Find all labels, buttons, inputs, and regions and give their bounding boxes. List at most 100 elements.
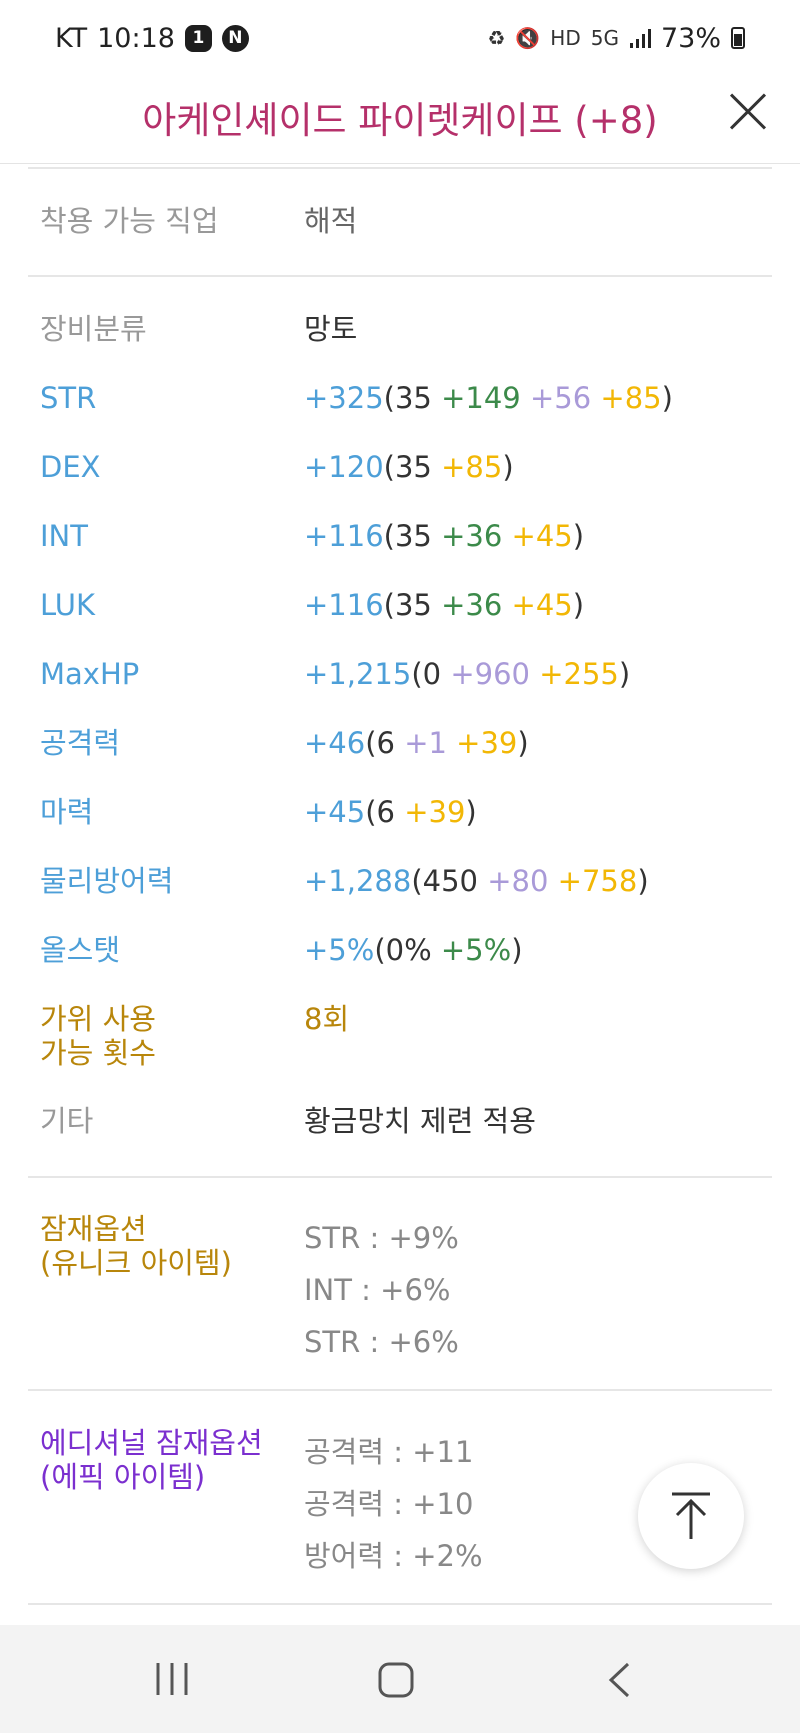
stat-label: 공격력: [40, 726, 121, 760]
potential-lines: STR : +9% INT : +6% STR : +6%: [304, 1212, 459, 1368]
stat-bonus-yellow: +39: [404, 795, 466, 829]
potential-line: INT : +6%: [304, 1273, 451, 1307]
stat-label: INT: [40, 519, 88, 553]
stat-base: 35: [394, 450, 432, 484]
additional-lines: 공격력 : +11 공격력 : +10 방어력 : +2%: [304, 1426, 483, 1582]
potential-label: 잠재옵션 (유니크 아이템): [40, 1212, 290, 1280]
stat-base: 35: [394, 381, 432, 415]
stat-base: 6: [376, 726, 395, 760]
carrier-label: KT: [55, 22, 88, 54]
stat-base: 6: [376, 795, 395, 829]
potential-line: STR : +9%: [304, 1221, 459, 1255]
navigation-bar: [0, 1625, 800, 1733]
potential-label-line2: (유니크 아이템): [40, 1246, 232, 1280]
stat-label: DEX: [40, 450, 101, 484]
signal-icon: [629, 29, 651, 48]
stat-value: +116(35 +36 +45): [304, 588, 585, 622]
stat-label: MaxHP: [40, 657, 140, 691]
clock: 10:18: [97, 22, 175, 54]
additional-label-line2: (에픽 아이템): [40, 1460, 206, 1494]
stat-bonus-lavender: +960: [450, 657, 530, 691]
stat-label: 마력: [40, 795, 94, 829]
item-header: 아케인셰이드 파이렛케이프 (+8): [0, 76, 800, 164]
stat-base: 35: [394, 519, 432, 553]
stat-base: 0%: [385, 933, 432, 967]
stat-total: +1,288: [304, 864, 412, 898]
stat-total: +46: [304, 726, 366, 760]
etc-value: 황금망치 제련 적용: [304, 1104, 536, 1138]
stat-value: +325(35 +149 +56 +85): [304, 381, 673, 415]
stat-bonus-lavender: +80: [487, 864, 549, 898]
stat-bonus-green: +36: [441, 519, 503, 553]
stat-total: +116: [304, 519, 384, 553]
stat-value: +45(6 +39): [304, 795, 477, 829]
recycle-icon: ♻: [487, 26, 506, 50]
back-icon[interactable]: [606, 1661, 632, 1699]
stat-value: +120(35 +85): [304, 450, 514, 484]
scissors-label-line1: 가위 사용: [40, 1002, 156, 1036]
stat-bonus-green: +5%: [440, 933, 512, 967]
network-5g-icon: 5G: [590, 26, 619, 50]
stat-total: +325: [304, 381, 384, 415]
stat-bonus-yellow: +758: [557, 864, 638, 898]
naver-badge-icon: N: [221, 24, 249, 52]
potential-line: STR : +6%: [304, 1325, 459, 1359]
potential-label-line1: 잠재옵션: [40, 1212, 147, 1246]
etc-label: 기타: [40, 1104, 94, 1138]
additional-line: 방어력 : +2%: [304, 1539, 483, 1573]
status-right: ♻ 🔇 HD 5G 73%: [487, 23, 745, 54]
stat-total: +116: [304, 588, 384, 622]
stat-bonus-yellow: +85: [441, 450, 503, 484]
job-label: 착용 가능 직업: [40, 204, 219, 238]
stat-bonus-green: +36: [441, 588, 503, 622]
divider: [28, 1176, 772, 1178]
stat-base: 0: [422, 657, 442, 691]
scissors-label-line2: 가능 횟수: [40, 1036, 156, 1070]
home-icon[interactable]: [377, 1661, 415, 1699]
stat-base: 450: [422, 864, 479, 898]
stat-bonus-yellow: +39: [456, 726, 518, 760]
scissors-label: 가위 사용 가능 횟수: [40, 1002, 290, 1070]
arrow-up-icon: [672, 1492, 710, 1539]
category-label: 장비분류: [40, 312, 147, 346]
stat-bonus-yellow: +45: [511, 588, 573, 622]
category-value: 망토: [304, 312, 358, 346]
additional-label: 에디셔널 잠재옵션 (에픽 아이템): [40, 1426, 290, 1494]
scissors-value: 8회: [304, 1002, 350, 1036]
stat-label: 올스탯: [40, 933, 121, 967]
stat-value: +1,215(0 +960 +255): [304, 657, 631, 691]
battery-icon: [731, 27, 745, 49]
stat-label: 물리방어력: [40, 864, 174, 898]
stat-total: +1,215: [304, 657, 412, 691]
additional-line: 공격력 : +11: [304, 1435, 474, 1469]
stat-total: +45: [304, 795, 366, 829]
additional-label-line1: 에디셔널 잠재옵션: [40, 1426, 263, 1460]
stat-value: +1,288(450 +80 +758): [304, 864, 649, 898]
item-title: 아케인셰이드 파이렛케이프 (+8): [142, 99, 658, 142]
mute-icon: 🔇: [515, 26, 541, 50]
stat-bonus-yellow: +45: [511, 519, 573, 553]
status-bar: KT 10:18 1 N ♻ 🔇 HD 5G 73%: [0, 0, 800, 76]
stat-base: 35: [394, 588, 432, 622]
stat-bonus-green: +149: [441, 381, 521, 415]
stat-bonus-yellow: +255: [539, 657, 619, 691]
notification-badge-icon: 1: [184, 24, 212, 52]
scroll-top-button[interactable]: [638, 1463, 744, 1569]
divider: [28, 1389, 772, 1391]
divider: [28, 275, 772, 277]
hd-icon: HD: [550, 26, 581, 50]
stat-label: LUK: [40, 588, 95, 622]
status-left: KT 10:18 1 N: [55, 23, 249, 54]
stat-bonus-lavender: +56: [529, 381, 592, 415]
stat-bonus-yellow: +85: [600, 381, 662, 415]
recent-apps-icon[interactable]: [154, 1661, 190, 1697]
close-icon[interactable]: [726, 90, 770, 134]
stat-value: +5%(0% +5%): [304, 933, 523, 967]
stat-bonus-lavender: +1: [404, 726, 447, 760]
stat-total: +120: [304, 450, 384, 484]
stat-label: STR: [40, 381, 97, 415]
additional-line: 공격력 : +10: [304, 1487, 474, 1521]
stat-value: +116(35 +36 +45): [304, 519, 585, 553]
divider: [28, 167, 772, 169]
stat-value: +46(6 +1 +39): [304, 726, 529, 760]
